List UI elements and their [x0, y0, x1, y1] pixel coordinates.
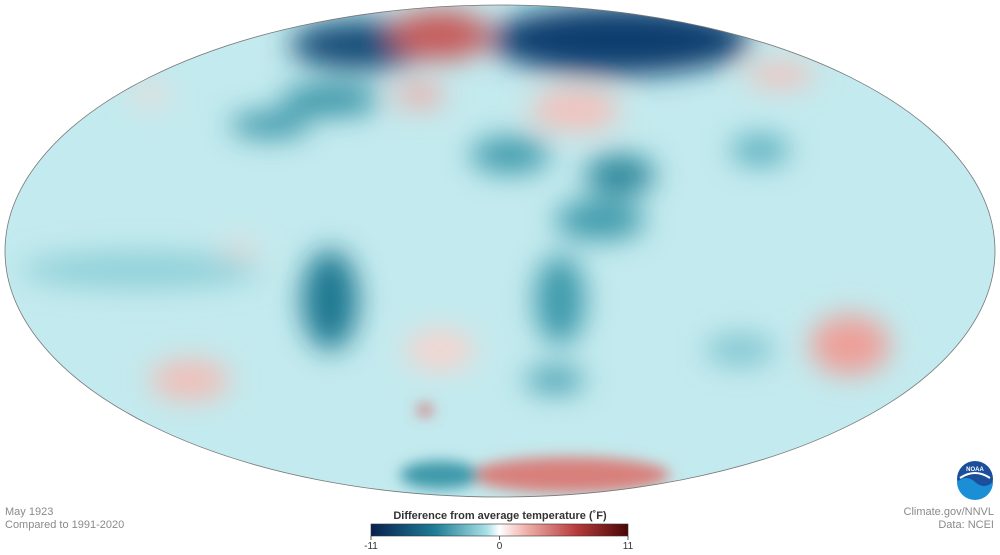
legend-title: Difference from average temperature (˚F) — [393, 510, 607, 522]
anomaly-field — [5, 5, 995, 497]
source-credit: Climate.gov/NNVL — [904, 506, 994, 518]
baseline: Compared to 1991-2020 — [5, 519, 124, 531]
noaa-logo: NOAA — [957, 461, 993, 500]
date: May 1923 — [5, 506, 53, 518]
data-credit: Data: NCEI — [938, 519, 994, 531]
color-scale — [370, 523, 629, 537]
scale-tick-label: 0 — [497, 541, 503, 552]
globe-outline — [4, 4, 996, 498]
logo-text: NOAA — [966, 467, 984, 473]
scale-tick-label: 11 — [623, 541, 634, 552]
scale-tick-label: -11 — [364, 541, 378, 552]
